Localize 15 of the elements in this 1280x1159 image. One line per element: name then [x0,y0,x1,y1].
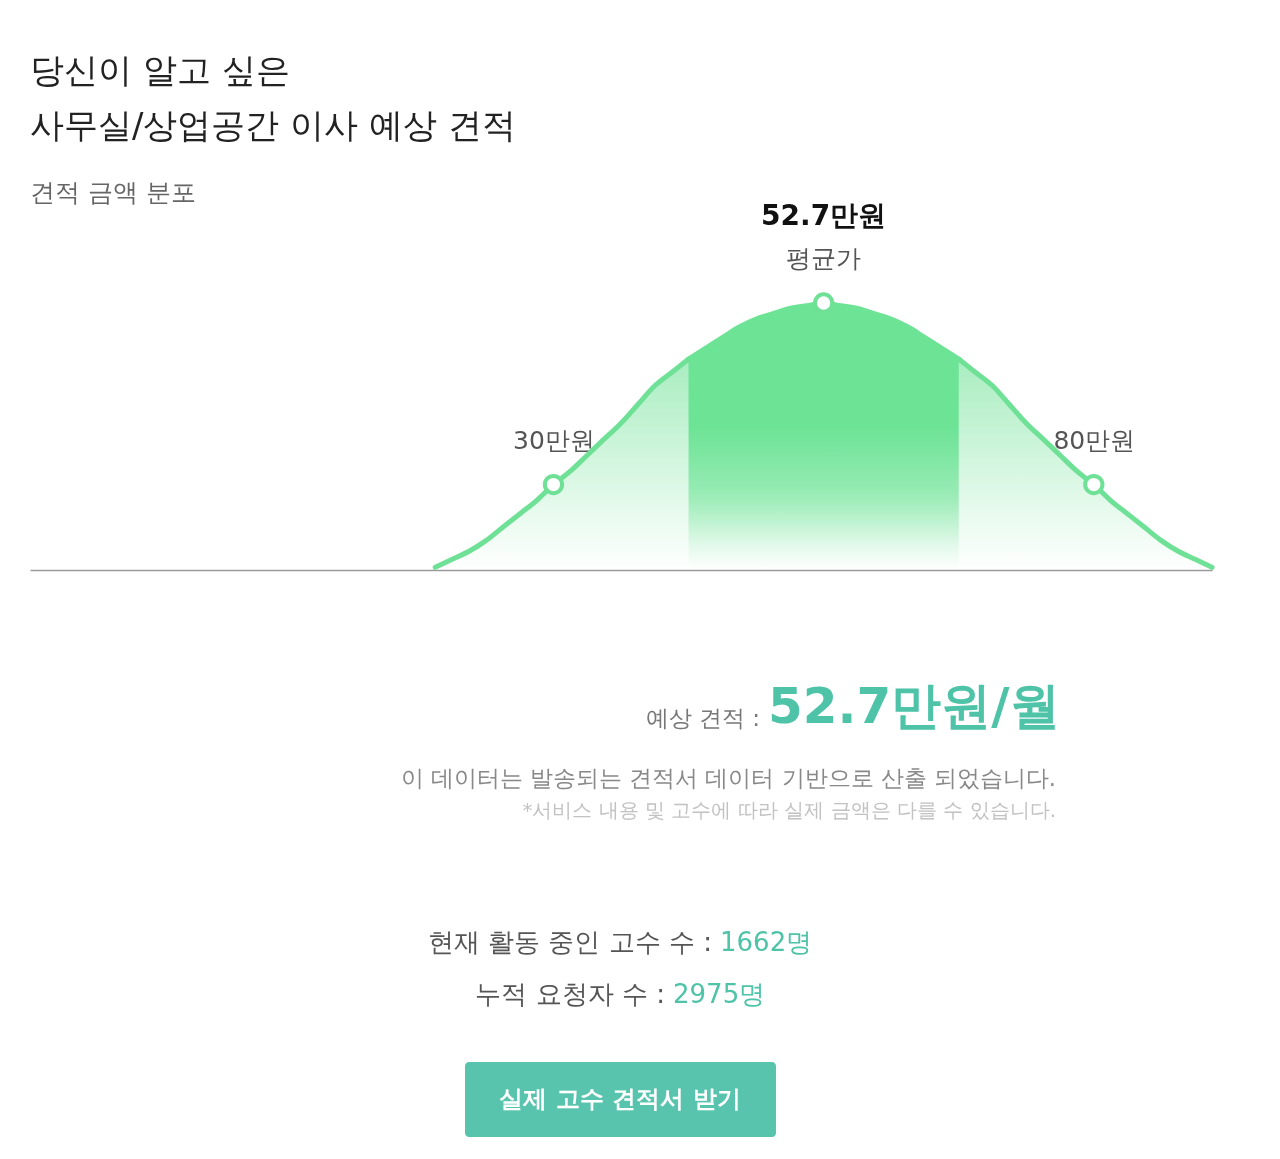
text: 현재 활동 중인 고수 수 : [427,927,712,957]
text: 이 데이터는 발송되는 견적서 데이터 기반으로 산출 되었습니다. [400,765,1056,791]
chart-title: 당신이 알고 싶은 사무실/상업공간 이사 예상 견적 [30,50,516,145]
text: 52.7만원/월 [768,677,1060,735]
text: 실제 고수 견적서 받기 [499,1085,741,1113]
x-tick-label: 30만원 [513,426,595,456]
chart-subtitle: 견적 금액 분포 [30,178,196,207]
text: 52.7만원 [761,199,887,232]
text: 2975명 [673,979,766,1009]
x-tick-label: 80만원 [1053,426,1136,456]
text: 누적 요청자 수 : [475,979,665,1009]
text: 1662명 [720,927,813,957]
text: 예상 견적 : [645,705,760,731]
text: *서비스 내용 및 고수에 따라 실제 금액은 다를 수 있습니다. [522,798,1056,822]
text: 평균가 [786,244,862,273]
